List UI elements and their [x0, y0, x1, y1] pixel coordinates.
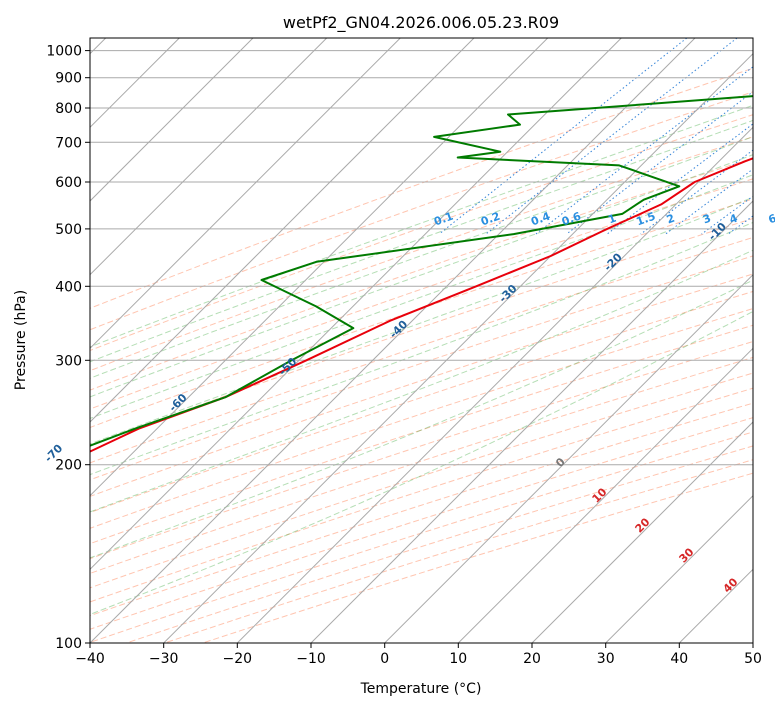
dry-adiabat-line [90, 136, 753, 372]
x-tick-label: −10 [296, 651, 326, 667]
dry-adiabat-line [90, 255, 753, 481]
isotherm-line [90, 38, 475, 423]
mixing-ratio-line [438, 38, 688, 235]
y-tick-label: 400 [55, 279, 82, 295]
isotherm-line [163, 52, 753, 643]
y-tick-label: 300 [55, 353, 82, 369]
moist-adiabat-line [90, 221, 753, 476]
dry-adiabat-line [90, 340, 753, 560]
isotherm-line [90, 38, 401, 350]
moist-adiabat-line [90, 310, 753, 615]
y-tick-label: 100 [55, 636, 82, 652]
isotherm-line [384, 273, 753, 643]
x-tick-label: 30 [597, 651, 615, 667]
x-tick-label: −30 [149, 651, 179, 667]
plot-frame [89, 37, 754, 644]
y-tick-label: 700 [55, 135, 82, 151]
moist-adiabat-line [90, 279, 753, 559]
mixing-ratio-label: 2 [665, 212, 677, 227]
mixing-ratio-line [535, 66, 753, 235]
x-tick-label: 10 [449, 651, 467, 667]
dry-adiabat-line [90, 236, 753, 464]
dewpoint-profile-line [90, 95, 753, 447]
isotherm-line [90, 38, 622, 571]
x-tick-label: 0 [380, 651, 389, 667]
mixing-ratio-label: 6 [767, 211, 775, 226]
isotherm-line [457, 347, 753, 643]
y-tick-label: 900 [55, 71, 82, 87]
x-axis-label: Temperature (°C) [360, 681, 482, 697]
y-tick-label: 200 [55, 458, 82, 474]
dry-adiabat-line [90, 114, 753, 352]
dry-adiabat-line [90, 387, 753, 603]
x-tick-label: 40 [670, 651, 688, 667]
mixing-ratio-label: 0.6 [560, 209, 583, 228]
mixing-ratio-label: 4 [728, 211, 740, 226]
y-tick-label: 800 [55, 101, 82, 117]
moist-adiabat-line [90, 119, 753, 363]
isotherm-line [90, 38, 328, 276]
plot-background [90, 38, 753, 643]
x-tick-label: −40 [75, 651, 105, 667]
y-axis-label: Pressure (hPa) [13, 290, 29, 390]
dry-adiabat-line [90, 217, 753, 446]
dry-adiabat-line [90, 308, 753, 529]
dry-adiabat-line [90, 356, 753, 574]
x-tick-label: 20 [523, 651, 541, 667]
mixing-ratio-label: 3 [701, 212, 713, 227]
dry-adiabat-line [90, 290, 753, 514]
isotherm-line [310, 200, 753, 643]
mixing-ratio-label: 1 [606, 212, 618, 227]
mixing-ratio-label: 0.4 [529, 209, 552, 228]
mixing-ratio-label: 0.2 [479, 210, 502, 229]
mixing-ratio-label: 0.1 [432, 210, 455, 229]
moist-adiabat-line [90, 249, 753, 513]
mixing-ratio-line [566, 91, 753, 235]
isotherm-line [236, 126, 753, 643]
dry-adiabat-line [90, 91, 753, 331]
temperature-profile-line [90, 157, 753, 453]
chart-title: wetPf2_GN04.2026.006.05.23.R09 [283, 13, 559, 33]
x-tick-label: −20 [223, 651, 253, 667]
dry-adiabat-line [90, 198, 753, 429]
isotherm-line [605, 494, 753, 643]
isotherm-line [531, 421, 753, 643]
y-tick-label: 600 [55, 175, 82, 191]
mixing-ratio-line [606, 123, 753, 235]
isotherm-line [90, 38, 696, 643]
y-tick-label: 500 [55, 222, 82, 238]
isotherm-line [752, 642, 753, 643]
isotherm-line [90, 38, 254, 202]
mixing-ratio-label: 1.5 [635, 210, 658, 229]
mixing-ratio-line [767, 38, 775, 234]
x-tick-label: 50 [744, 651, 762, 667]
moist-adiabat-line [90, 154, 753, 398]
y-tick-label: 1000 [46, 44, 82, 60]
dry-adiabat-line [90, 178, 753, 410]
moist-adiabat-line [90, 196, 753, 445]
